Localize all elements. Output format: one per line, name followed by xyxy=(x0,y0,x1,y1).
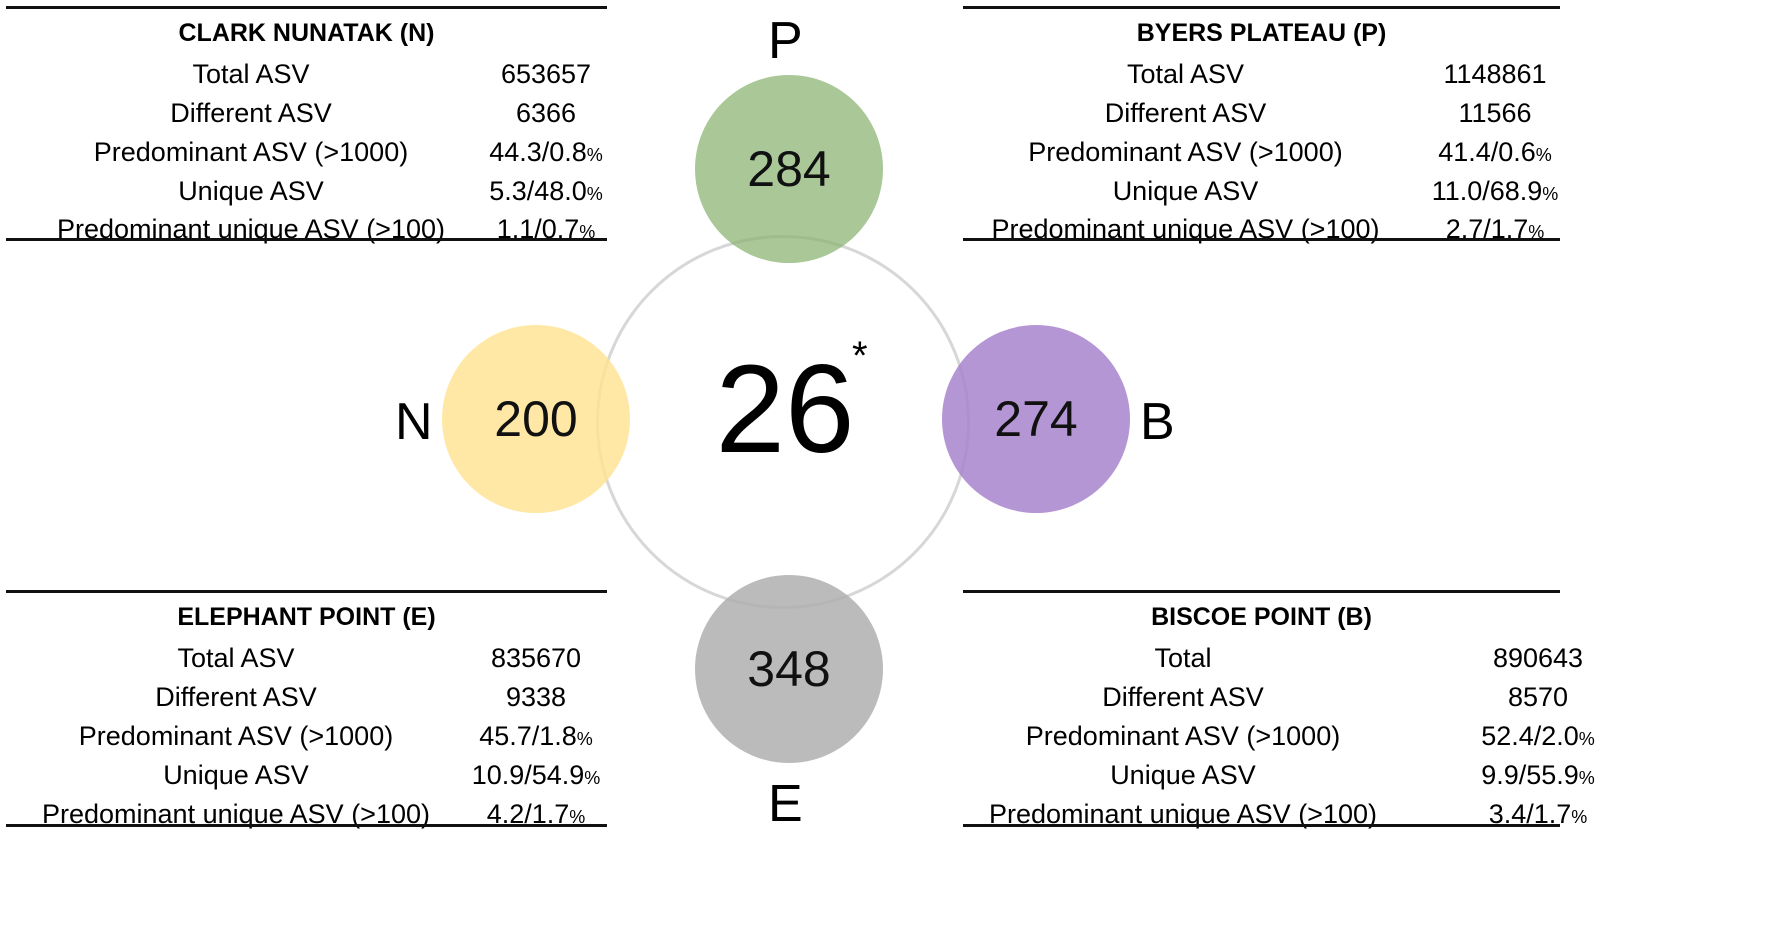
row-label: Unique ASV xyxy=(1110,760,1256,790)
table-row: Predominant ASV (>1000) 44.3/0.8% xyxy=(6,132,607,172)
row-label: Total xyxy=(1154,643,1212,673)
table-row: Unique ASV 5.3/48.0% xyxy=(6,171,607,211)
row-label: Predominant ASV (>1000) xyxy=(1028,137,1343,167)
row-value: 1148861 xyxy=(1443,59,1547,89)
table-row: Predominant unique ASV (>100) 4.2/1.7% xyxy=(6,794,607,834)
row-label: Total ASV xyxy=(192,59,310,89)
row-label: Different ASV xyxy=(170,98,332,128)
row-label: Different ASV xyxy=(155,682,317,712)
table-bottom-rule xyxy=(963,238,1560,241)
table-row: Predominant unique ASV (>100) 3.4/1.7% xyxy=(963,794,1587,834)
shared-count-marker: * xyxy=(852,334,868,378)
site-letter-p: P xyxy=(768,12,803,70)
table-title: BISCOE POINT (B) xyxy=(1151,603,1372,631)
table-row: Total ASV 835670 xyxy=(6,638,607,678)
biscoe-point-table: BISCOE POINT (B) Total 890643 Different … xyxy=(963,590,1595,829)
row-value: 45.7/1.8% xyxy=(479,721,593,751)
row-value: 44.3/0.8% xyxy=(489,137,603,167)
row-value: 10.9/54.9% xyxy=(471,760,601,790)
row-value: 8570 xyxy=(1507,682,1569,712)
elephant-point-table: ELEPHANT POINT (E) Total ASV 835670 Diff… xyxy=(6,590,607,829)
table-top-rule xyxy=(963,590,1560,593)
table-row: Unique ASV 9.9/55.9% xyxy=(963,755,1595,795)
row-value: 52.4/2.0% xyxy=(1481,721,1595,751)
row-label: Predominant ASV (>1000) xyxy=(78,721,394,751)
row-label: Different ASV xyxy=(1104,98,1267,128)
site-letter-n: N xyxy=(395,393,433,451)
row-value: 11.0/68.9% xyxy=(1431,176,1559,206)
table-row: Total ASV 653657 xyxy=(6,54,607,94)
row-label: Predominant unique ASV (>100) xyxy=(56,214,445,244)
row-value: 653657 xyxy=(500,59,592,89)
row-label: Unique ASV xyxy=(1112,176,1259,206)
table-bottom-rule xyxy=(963,824,1560,827)
row-value: 41.4/0.6% xyxy=(1438,137,1552,167)
site-letter-b: B xyxy=(1140,393,1175,451)
row-value: 11566 xyxy=(1458,98,1532,128)
table-row: Unique ASV 10.9/54.9% xyxy=(6,755,607,795)
table-row: Unique ASV 11.0/68.9% xyxy=(963,171,1560,211)
bubble-b-count: 274 xyxy=(994,391,1078,447)
shared-count: 26 xyxy=(715,340,855,479)
table-row: Predominant ASV (>1000) 45.7/1.8% xyxy=(6,716,607,756)
row-label: Predominant ASV (>1000) xyxy=(1025,721,1341,751)
row-label: Total ASV xyxy=(177,643,295,673)
row-label: Unique ASV xyxy=(163,760,309,790)
table-bottom-rule xyxy=(6,824,607,827)
table-row: Predominant unique ASV (>100) 2.7/1.7% xyxy=(963,209,1560,249)
table-row: Total 890643 xyxy=(963,638,1583,678)
row-value: 6366 xyxy=(515,98,577,128)
byers-plateau-table: BYERS PLATEAU (P) Total ASV 1148861 Diff… xyxy=(963,6,1560,244)
row-value: 5.3/48.0% xyxy=(489,176,603,206)
table-top-rule xyxy=(6,590,607,593)
bubble-n-count: 200 xyxy=(494,391,578,447)
row-value: 4.2/1.7% xyxy=(486,799,586,829)
bubble-p-count: 284 xyxy=(747,141,831,197)
row-label: Predominant unique ASV (>100) xyxy=(988,799,1377,829)
bubble-b-unique: 274 xyxy=(942,325,1130,513)
table-title: BYERS PLATEAU (P) xyxy=(1136,19,1387,47)
row-label: Predominant ASV (>1000) xyxy=(93,137,409,167)
row-label: Total ASV xyxy=(1126,59,1245,89)
table-row: Predominant unique ASV (>100) 1.1/0.7% xyxy=(6,209,607,249)
table-row: Predominant ASV (>1000) 41.4/0.6% xyxy=(963,132,1560,172)
row-value: 2.7/1.7% xyxy=(1445,214,1545,244)
table-row: Predominant ASV (>1000) 52.4/2.0% xyxy=(963,716,1595,756)
table-row: Different ASV 8570 xyxy=(963,677,1568,717)
table-title: ELEPHANT POINT (E) xyxy=(177,603,436,631)
row-value: 9.9/55.9% xyxy=(1481,760,1595,790)
row-value: 3.4/1.7% xyxy=(1488,799,1588,829)
row-label: Different ASV xyxy=(1102,682,1264,712)
site-letter-e: E xyxy=(768,775,803,833)
bubble-e-unique: 348 xyxy=(695,575,883,763)
table-row: Different ASV 6366 xyxy=(6,93,607,133)
bubble-n-unique: 200 xyxy=(442,325,630,513)
bubble-p-unique: 284 xyxy=(695,75,883,263)
table-row: Different ASV 9338 xyxy=(6,677,607,717)
table-row: Different ASV 11566 xyxy=(963,93,1560,133)
row-label: Predominant unique ASV (>100) xyxy=(991,214,1380,244)
row-label: Unique ASV xyxy=(178,176,324,206)
table-top-rule xyxy=(963,6,1560,9)
bubble-e-count: 348 xyxy=(747,641,831,697)
row-label: Predominant unique ASV (>100) xyxy=(41,799,430,829)
row-value: 1.1/0.7% xyxy=(496,214,596,244)
row-value: 9338 xyxy=(505,682,567,712)
table-bottom-rule xyxy=(6,238,607,241)
table-top-rule xyxy=(6,6,607,9)
row-value: 890643 xyxy=(1492,643,1584,673)
table-row: Total ASV 1148861 xyxy=(963,54,1560,94)
table-title: CLARK NUNATAK (N) xyxy=(178,19,435,47)
row-value: 835670 xyxy=(490,643,582,673)
clark-nunatak-table: CLARK NUNATAK (N) Total ASV 653657 Diffe… xyxy=(6,6,607,244)
